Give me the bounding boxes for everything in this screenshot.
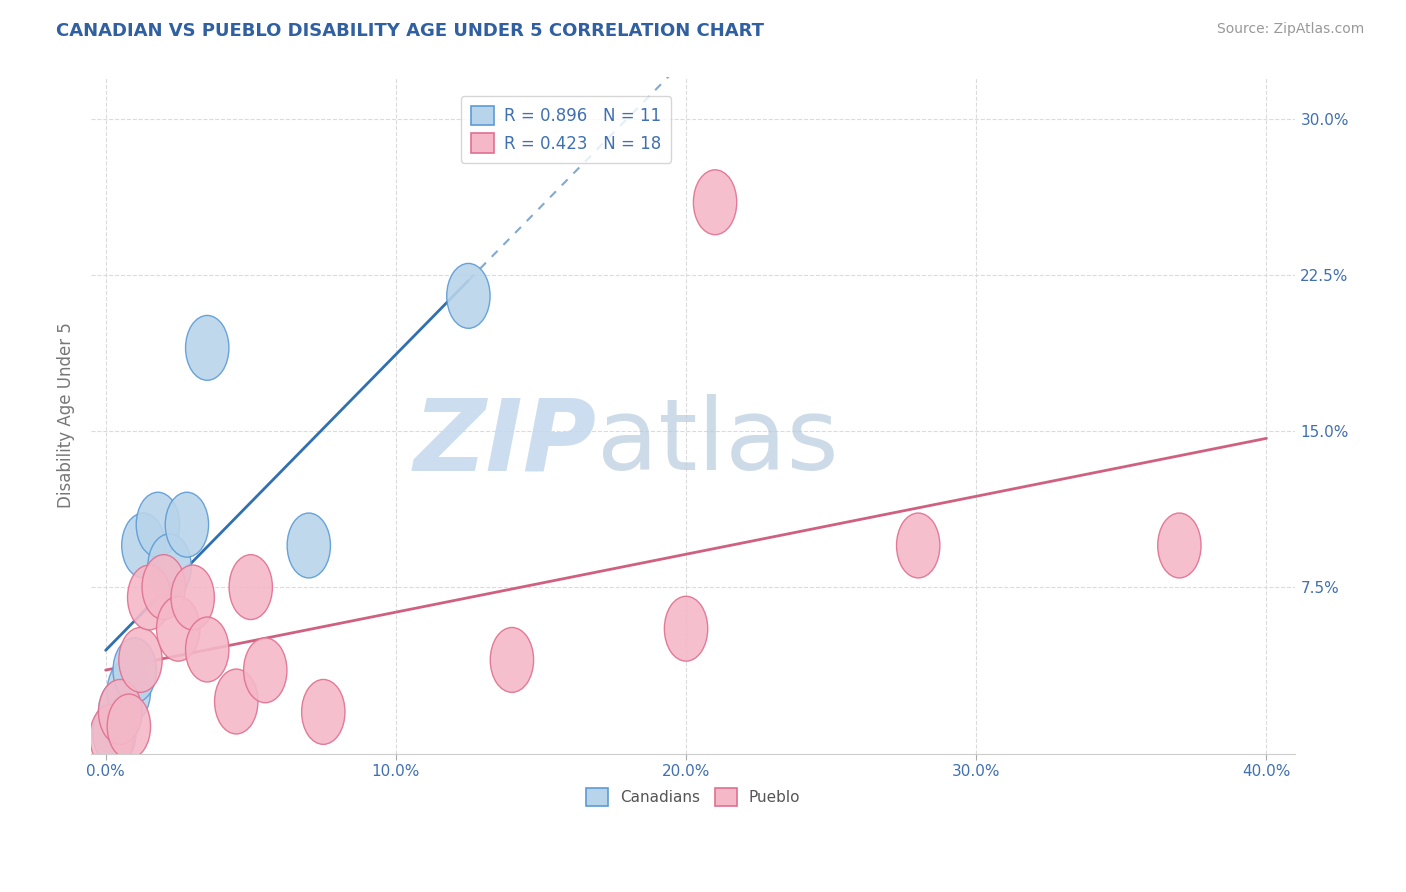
Y-axis label: Disability Age Under 5: Disability Age Under 5	[58, 323, 75, 508]
Ellipse shape	[243, 638, 287, 703]
Ellipse shape	[166, 492, 208, 558]
Ellipse shape	[693, 169, 737, 235]
Ellipse shape	[229, 555, 273, 620]
Ellipse shape	[122, 513, 165, 578]
Ellipse shape	[186, 316, 229, 380]
Ellipse shape	[287, 513, 330, 578]
Ellipse shape	[156, 596, 200, 661]
Ellipse shape	[98, 680, 142, 744]
Legend: Canadians, Pueblo: Canadians, Pueblo	[579, 780, 808, 814]
Ellipse shape	[128, 565, 172, 630]
Ellipse shape	[98, 680, 142, 744]
Ellipse shape	[491, 627, 534, 692]
Ellipse shape	[93, 700, 136, 765]
Ellipse shape	[447, 263, 491, 328]
Ellipse shape	[107, 694, 150, 759]
Ellipse shape	[1157, 513, 1201, 578]
Text: CANADIAN VS PUEBLO DISABILITY AGE UNDER 5 CORRELATION CHART: CANADIAN VS PUEBLO DISABILITY AGE UNDER …	[56, 22, 765, 40]
Ellipse shape	[897, 513, 939, 578]
Ellipse shape	[107, 658, 150, 723]
Ellipse shape	[148, 533, 191, 599]
Ellipse shape	[90, 705, 134, 769]
Ellipse shape	[172, 565, 214, 630]
Ellipse shape	[136, 492, 180, 558]
Ellipse shape	[120, 627, 162, 692]
Text: atlas: atlas	[598, 394, 838, 491]
Ellipse shape	[215, 669, 257, 734]
Ellipse shape	[186, 617, 229, 682]
Ellipse shape	[302, 680, 344, 744]
Ellipse shape	[665, 596, 707, 661]
Text: ZIP: ZIP	[413, 394, 598, 491]
Text: Source: ZipAtlas.com: Source: ZipAtlas.com	[1216, 22, 1364, 37]
Ellipse shape	[112, 638, 156, 703]
Ellipse shape	[142, 555, 186, 620]
